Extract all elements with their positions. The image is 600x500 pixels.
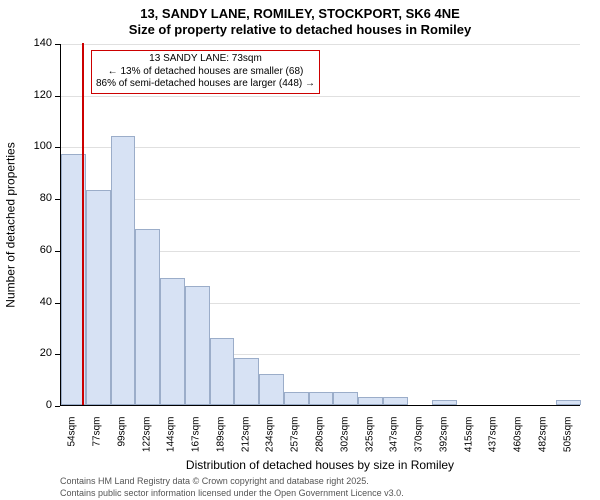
histogram-bar — [86, 190, 111, 405]
y-tick-mark — [55, 199, 60, 200]
histogram-bar — [333, 392, 358, 405]
attribution-line-2: Contains public sector information licen… — [60, 488, 404, 498]
grid-line — [61, 147, 580, 148]
y-tick-mark — [55, 44, 60, 45]
chart-container: 13, SANDY LANE, ROMILEY, STOCKPORT, SK6 … — [0, 0, 600, 500]
y-axis-label-wrap: Number of detached properties — [2, 44, 20, 406]
y-tick-mark — [55, 147, 60, 148]
y-tick-mark — [55, 354, 60, 355]
y-tick-label: 80 — [26, 192, 52, 204]
y-tick-label: 20 — [26, 347, 52, 359]
grid-line — [61, 44, 580, 45]
y-tick-label: 100 — [26, 140, 52, 152]
y-tick-mark — [55, 303, 60, 304]
y-tick-mark — [55, 406, 60, 407]
y-tick-mark — [55, 96, 60, 97]
callout-line: ← 13% of detached houses are smaller (68… — [96, 66, 315, 79]
callout-line: 86% of semi-detached houses are larger (… — [96, 78, 315, 91]
histogram-bar — [383, 397, 408, 405]
y-axis-label: Number of detached properties — [4, 142, 18, 307]
y-tick-label: 40 — [26, 296, 52, 308]
histogram-bar — [135, 229, 160, 405]
histogram-bar — [160, 278, 185, 405]
grid-line — [61, 199, 580, 200]
y-tick-label: 0 — [26, 399, 52, 411]
plot-area: 13 SANDY LANE: 73sqm← 13% of detached ho… — [60, 44, 580, 406]
histogram-bar — [210, 338, 235, 405]
property-marker-line — [82, 43, 84, 405]
histogram-bar — [234, 358, 259, 405]
chart-title-main: 13, SANDY LANE, ROMILEY, STOCKPORT, SK6 … — [0, 6, 600, 21]
y-tick-label: 120 — [26, 89, 52, 101]
y-tick-label: 140 — [26, 37, 52, 49]
chart-title-sub: Size of property relative to detached ho… — [0, 22, 600, 37]
histogram-bar — [259, 374, 284, 405]
histogram-bar — [111, 136, 136, 405]
histogram-bar — [185, 286, 210, 405]
histogram-bar — [309, 392, 334, 405]
x-axis-label: Distribution of detached houses by size … — [60, 458, 580, 472]
histogram-bar — [284, 392, 309, 405]
marker-callout: 13 SANDY LANE: 73sqm← 13% of detached ho… — [91, 50, 320, 94]
histogram-bar — [556, 400, 581, 405]
histogram-bar — [432, 400, 457, 405]
histogram-bar — [358, 397, 383, 405]
y-tick-mark — [55, 251, 60, 252]
grid-line — [61, 96, 580, 97]
attribution-line-1: Contains HM Land Registry data © Crown c… — [60, 476, 369, 486]
y-tick-label: 60 — [26, 244, 52, 256]
callout-line: 13 SANDY LANE: 73sqm — [96, 53, 315, 66]
